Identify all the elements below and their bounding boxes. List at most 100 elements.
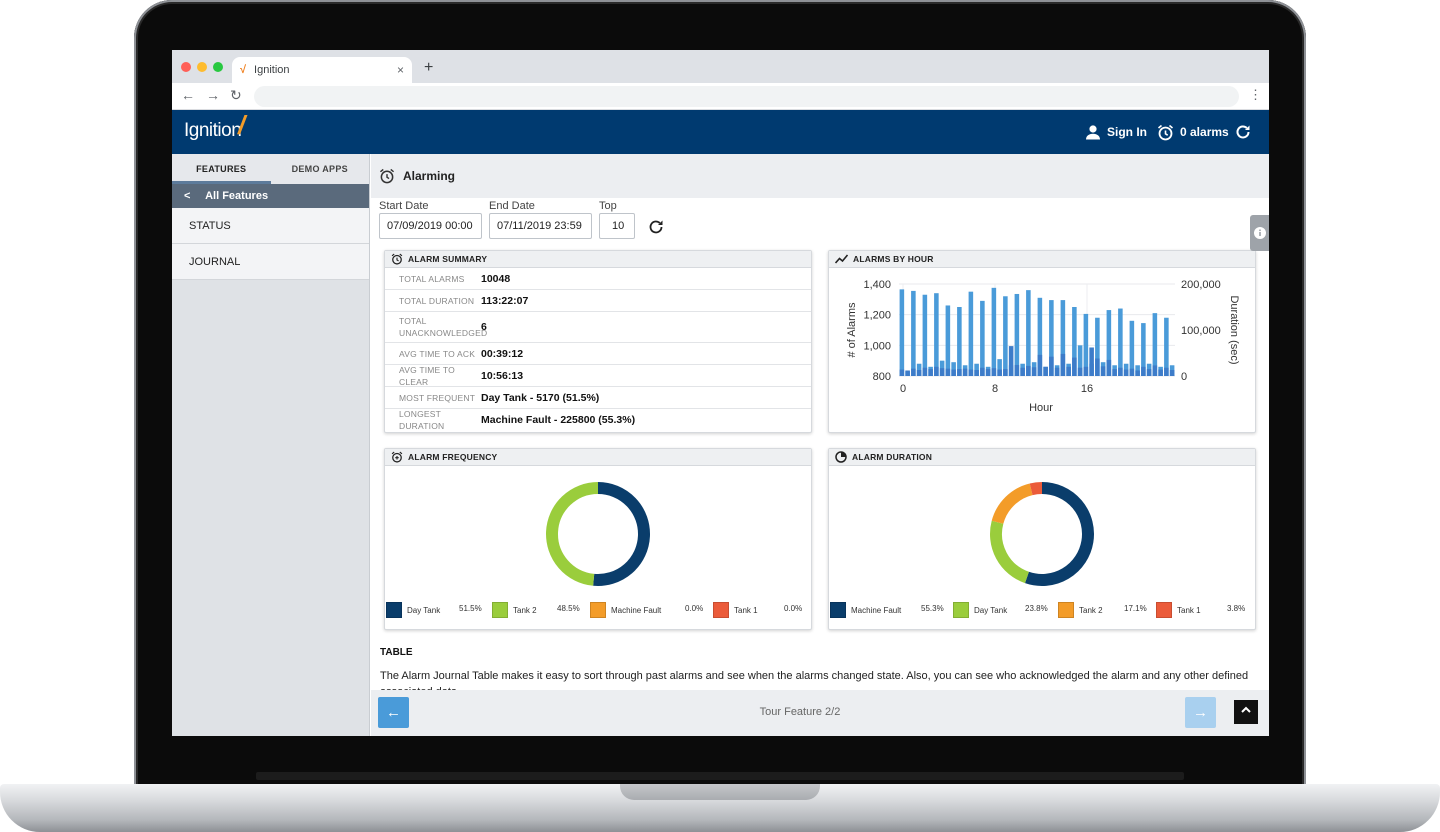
ignition-logo-mark: / <box>238 110 246 140</box>
duration-bar <box>934 366 939 376</box>
alarm-summary-card: ALARM SUMMARY TOTAL ALARMS 10048 TOTAL DU… <box>384 250 812 433</box>
duration-bar <box>922 367 928 376</box>
legend-swatch <box>953 602 969 618</box>
y-axis-label: # of Alarms <box>846 302 858 358</box>
legend-label: Tank 1 <box>1177 605 1201 615</box>
legend-item[interactable]: Machine Fault <box>590 602 661 618</box>
legend-swatch <box>386 602 402 618</box>
duration-bar <box>1008 346 1014 376</box>
legend-item[interactable]: Machine Fault <box>830 602 901 618</box>
duration-bar <box>916 370 922 376</box>
info-tab[interactable] <box>1250 215 1269 251</box>
duration-bar <box>1037 354 1043 376</box>
end-date-input[interactable]: 07/11/2019 23:59 <box>489 213 592 239</box>
duration-bar <box>1146 369 1152 376</box>
alarm-clock-icon <box>1157 124 1174 141</box>
summary-row: TOTAL ALARMS 10048 <box>385 268 811 290</box>
legend-item[interactable]: Tank 1 <box>713 602 758 618</box>
alarm-summary-title: ALARM SUMMARY <box>408 254 488 264</box>
forward-arrow-icon[interactable]: → <box>206 87 220 103</box>
duration-bar <box>1158 369 1163 376</box>
address-bar[interactable] <box>254 86 1239 107</box>
legend-item[interactable]: Tank 2 <box>492 602 537 618</box>
alarm-frequency-donut <box>546 482 650 586</box>
summary-row: TOTAL DURATION 113:22:07 <box>385 290 811 312</box>
refresh-button[interactable] <box>1234 110 1258 154</box>
duration-bar <box>1026 365 1031 376</box>
duration-bar <box>905 370 910 376</box>
duration-bar <box>1072 357 1077 376</box>
legend-label: Tank 2 <box>1079 605 1103 615</box>
new-tab-button[interactable]: + <box>424 59 434 76</box>
laptop-hinge <box>256 772 1184 780</box>
duration-bar <box>1123 369 1129 376</box>
tab-features[interactable]: FEATURES <box>172 154 271 184</box>
tab-demo-apps[interactable]: DEMO APPS <box>291 164 348 174</box>
duration-bar <box>1141 366 1146 376</box>
table-section-title: TABLE <box>380 647 413 658</box>
summary-row: MOST FREQUENT Day Tank - 5170 (51.5%) <box>385 387 811 409</box>
browser-menu-icon[interactable]: ⋮ <box>1249 87 1262 102</box>
end-date-label: End Date <box>489 200 535 212</box>
y-tick-label: 800 <box>873 371 891 383</box>
legend-label: Machine Fault <box>851 605 902 615</box>
sidebar-item-status[interactable]: STATUS <box>172 208 369 244</box>
ignition-logo[interactable]: Ignition <box>184 120 242 141</box>
start-date-filter: Start Date 07/09/2019 00:00 <box>379 200 482 239</box>
alarm-duration-title: ALARM DURATION <box>852 452 933 462</box>
duration-bar <box>1020 367 1025 376</box>
duration-bar <box>1089 347 1094 376</box>
all-features-back-button[interactable]: < All Features <box>172 184 369 208</box>
alarms-bar <box>1072 307 1077 376</box>
sidebar-tabs: FEATURES DEMO APPS <box>172 154 369 184</box>
reload-icon[interactable]: ↻ <box>230 87 242 103</box>
alarm-summary-header: ALARM SUMMARY <box>385 251 811 268</box>
browser-tab[interactable]: √ Ignition × <box>232 57 412 83</box>
tab-close-icon[interactable]: × <box>396 63 404 77</box>
legend-item[interactable]: Tank 2 <box>1058 602 1103 618</box>
start-date-input[interactable]: 07/09/2019 00:00 <box>379 213 482 239</box>
duration-bar <box>974 370 979 376</box>
alarms-bar <box>974 363 979 376</box>
alarm-frequency-legend: Day Tank 51.5% Tank 2 48.5% Machine Fault 0.0… <box>385 599 813 623</box>
minimize-window-button[interactable] <box>197 62 207 72</box>
sign-in-button[interactable]: Sign In <box>1085 110 1147 154</box>
top-input[interactable]: 10 <box>599 213 635 239</box>
top-filter: Top 10 <box>599 200 635 239</box>
page-header: Alarming <box>371 154 1269 198</box>
alarms-bar <box>1060 300 1066 376</box>
legend-percent: 0.0% <box>685 604 704 613</box>
duration-bar <box>1135 370 1140 376</box>
tour-next-button[interactable]: → <box>1185 697 1216 728</box>
x-tick-label: 0 <box>900 383 906 395</box>
y2-tick-label: 200,000 <box>1181 279 1221 291</box>
legend-item[interactable]: Tank 1 <box>1156 602 1201 618</box>
close-window-button[interactable] <box>181 62 191 72</box>
tour-prev-button[interactable]: ← <box>378 697 409 728</box>
info-icon <box>1254 227 1266 239</box>
summary-label: TOTAL ALARMS <box>399 273 465 284</box>
legend-label: Tank 2 <box>513 605 537 615</box>
alarm-frequency-card: ALARM FREQUENCY Day Tank 51.5% Tank 2 48.5%… <box>384 448 812 630</box>
alarms-button[interactable]: 0 alarms <box>1157 110 1229 154</box>
duration-bar <box>899 369 905 376</box>
maximize-window-button[interactable] <box>213 62 223 72</box>
page-title: Alarming <box>403 169 456 183</box>
tour-bar: ← Tour Feature 2/2 → <box>371 690 1269 736</box>
legend-item[interactable]: Day Tank <box>386 602 440 618</box>
legend-item[interactable]: Day Tank <box>953 602 1007 618</box>
filter-refresh-icon[interactable] <box>647 218 665 241</box>
timer-icon <box>835 451 847 463</box>
legend-percent: 3.8% <box>1227 604 1246 613</box>
duration-bar <box>1014 364 1020 376</box>
scroll-to-top-button[interactable] <box>1234 700 1258 724</box>
back-arrow-icon[interactable]: ← <box>181 87 195 103</box>
sidebar-item-journal[interactable]: JOURNAL <box>172 244 369 280</box>
duration-bar <box>939 368 945 376</box>
alarms-bar <box>899 289 905 376</box>
alarms-bar <box>945 305 951 376</box>
summary-row: AVG TIME TO ACK 00:39:12 <box>385 343 811 365</box>
duration-bar <box>997 369 1002 376</box>
screen: √ Ignition × + ← → ↻ ⋮ Ignition / Sign I… <box>172 50 1269 736</box>
alarms-bar <box>1014 293 1020 376</box>
